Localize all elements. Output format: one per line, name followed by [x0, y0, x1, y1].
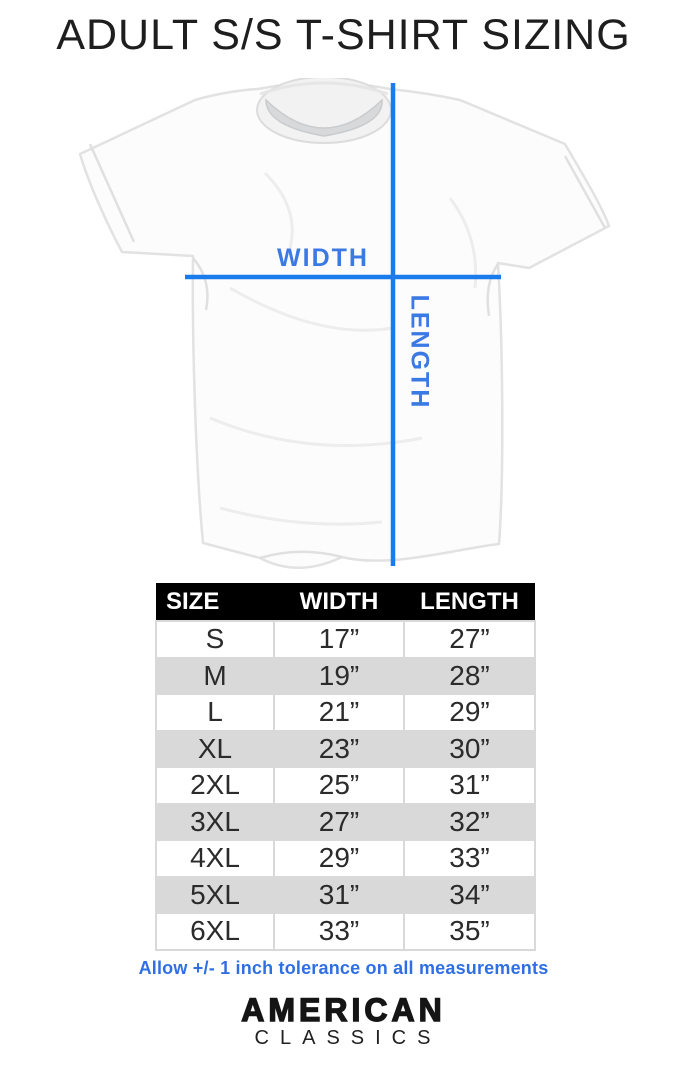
size-cell: S: [155, 620, 275, 659]
table-row: 2XL 25” 31”: [155, 766, 536, 805]
size-cell: 2XL: [155, 766, 275, 805]
page-title: ADULT S/S T-SHIRT SIZING: [56, 11, 631, 59]
width-cell: 33”: [273, 912, 405, 951]
length-cell: 33”: [403, 839, 536, 878]
brand-logo: AMERICAN CLASSICS: [0, 992, 687, 1050]
brand-name-secondary: CLASSICS: [254, 1027, 442, 1049]
table-row: XL 23” 30”: [155, 729, 536, 768]
length-cell: 34”: [403, 875, 536, 914]
width-cell: 23”: [273, 729, 405, 768]
tolerance-note: Allow +/- 1 inch tolerance on all measur…: [138, 958, 549, 978]
length-cell: 30”: [403, 729, 536, 768]
length-cell: 31”: [403, 766, 536, 805]
column-header-length: LENGTH: [404, 583, 535, 621]
table-row: S 17” 27”: [155, 620, 536, 659]
length-cell: 29”: [403, 693, 536, 732]
column-header-size: SIZE: [156, 583, 274, 621]
width-cell: 21”: [273, 693, 405, 732]
size-cell: 5XL: [155, 875, 275, 914]
length-cell: 32”: [403, 802, 536, 841]
width-cell: 27”: [273, 802, 405, 841]
table-row: 4XL 29” 33”: [155, 839, 536, 878]
size-cell: M: [155, 656, 275, 695]
width-cell: 19”: [273, 656, 405, 695]
size-cell: 6XL: [155, 912, 275, 951]
shirt-diagram: WIDTH LENGTH: [60, 78, 640, 578]
table-row: M 19” 28”: [155, 656, 536, 695]
brand-name-primary: AMERICAN: [241, 992, 446, 1028]
length-cell: 28”: [403, 656, 536, 695]
width-cell: 31”: [273, 875, 405, 914]
size-cell: XL: [155, 729, 275, 768]
table-row: L 21” 29”: [155, 693, 536, 732]
size-cell: 4XL: [155, 839, 275, 878]
size-table-body: S 17” 27” M 19” 28” L 21” 29” XL 23” 30” 2XL 25” 31” 3X…: [155, 620, 536, 951]
size-cell: L: [155, 693, 275, 732]
tshirt-body-shape: [78, 81, 611, 569]
shadow-lines: [88, 143, 607, 560]
column-header-width: WIDTH: [274, 583, 404, 621]
tshirt-illustration: [78, 78, 611, 569]
table-row: 5XL 31” 34”: [155, 875, 536, 914]
width-label: WIDTH: [277, 244, 369, 272]
length-cell: 35”: [403, 912, 536, 951]
size-chart-section: SIZE WIDTH LENGTH S 17” 27” M 19” 28” L 21” 29” X…: [155, 583, 536, 951]
collar: [256, 78, 392, 144]
width-cell: 25”: [273, 766, 405, 805]
length-cell: 27”: [403, 620, 536, 659]
size-chart-table: SIZE WIDTH LENGTH S 17” 27” M 19” 28” L 21” 29” X…: [155, 583, 536, 951]
width-cell: 17”: [273, 620, 405, 659]
table-row: 3XL 27” 32”: [155, 802, 536, 841]
table-row: 6XL 33” 35”: [155, 912, 536, 951]
length-label: LENGTH: [405, 294, 434, 410]
size-cell: 3XL: [155, 802, 275, 841]
width-cell: 29”: [273, 839, 405, 878]
size-chart-header-row: SIZE WIDTH LENGTH: [156, 583, 535, 621]
